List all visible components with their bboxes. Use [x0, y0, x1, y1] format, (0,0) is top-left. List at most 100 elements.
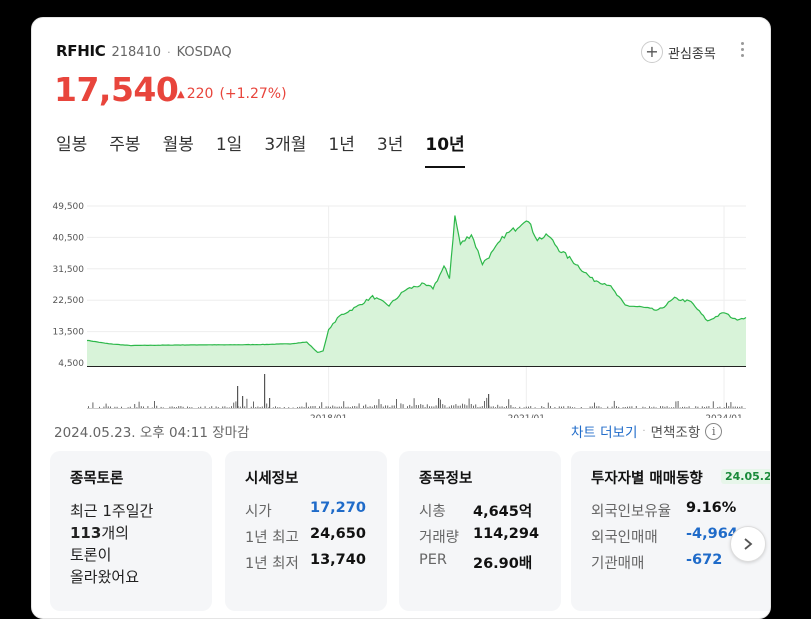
- volume-bar: [730, 402, 732, 408]
- volume-bar: [611, 406, 613, 408]
- row-label: 시가: [245, 504, 272, 520]
- change-amount: 220: [186, 86, 214, 102]
- tab-weekly[interactable]: 주봉: [109, 135, 141, 155]
- volume-bar: [666, 406, 668, 408]
- volume-bar: [136, 407, 138, 408]
- row-label: PER: [419, 552, 447, 568]
- volume-bar: [354, 406, 356, 408]
- info-icon[interactable]: i: [705, 422, 723, 440]
- volume-bars: [88, 374, 743, 408]
- volume-bar: [143, 406, 144, 408]
- volume-bar: [378, 399, 380, 408]
- favorite-button[interactable]: + 관심종목: [641, 41, 716, 63]
- tab-monthly[interactable]: 월봉: [162, 135, 194, 155]
- volume-bar: [268, 406, 270, 408]
- volume-bar: [627, 406, 628, 408]
- stock-card: RFHIC 218410 · KOSDAQ + 관심종목 17,540 ▲ 22…: [31, 17, 771, 619]
- volume-bar: [409, 404, 411, 408]
- volume-bar: [283, 407, 285, 408]
- volume-bar: [506, 406, 507, 408]
- tab-daily[interactable]: 일봉: [56, 135, 88, 155]
- chart-more-link[interactable]: 차트 더보기: [571, 425, 638, 441]
- volume-bar: [231, 406, 232, 408]
- volume-bar: [269, 398, 271, 408]
- volume-bar: [701, 406, 703, 408]
- volume-bar: [688, 406, 690, 408]
- volume-bar: [347, 406, 349, 408]
- volume-bar: [259, 407, 261, 408]
- volume-bar: [484, 401, 485, 408]
- stock-info-panel[interactable]: 종목정보 시총 4,645억 거래량 114,294 PER 26.90배: [399, 451, 561, 611]
- volume-bar: [114, 406, 116, 408]
- volume-bar: [266, 403, 268, 408]
- tab-3year[interactable]: 3년: [376, 135, 404, 155]
- volume-bar: [187, 406, 188, 408]
- volume-bar: [380, 404, 382, 408]
- discussion-panel[interactable]: 종목토론 최근 1주일간 113개의 토론이 올라왔어요: [50, 451, 212, 611]
- volume-bar: [723, 407, 725, 408]
- disclaimer-link[interactable]: 면책조항: [650, 425, 701, 441]
- volume-bar: [594, 402, 595, 408]
- next-panel-button[interactable]: [730, 526, 766, 562]
- volume-bar: [327, 406, 329, 408]
- volume-bar: [596, 406, 598, 408]
- info-row: 1년 최고 24,650: [245, 526, 366, 547]
- y-tick-label: 22,500: [53, 296, 85, 306]
- volume-bar: [250, 406, 252, 408]
- volume-bar: [211, 406, 213, 408]
- volume-bar: [675, 401, 677, 408]
- volume-bar: [246, 398, 248, 408]
- volume-bar: [660, 406, 661, 408]
- volume-bar: [477, 407, 479, 408]
- volume-bar: [308, 406, 309, 408]
- volume-bar: [508, 399, 510, 408]
- volume-bar: [334, 406, 336, 408]
- volume-bar: [488, 394, 490, 408]
- tab-10year[interactable]: 10년: [425, 130, 465, 168]
- price-chart[interactable]: 49,500 40,500 31,500 22,500 13,500 4,500 2018…: [32, 178, 770, 418]
- volume-bar: [671, 407, 672, 408]
- volume-bar: [310, 406, 312, 408]
- volume-bar: [440, 399, 441, 408]
- volume-bar: [343, 401, 345, 408]
- discussion-line: 개의: [101, 524, 129, 542]
- volume-bar: [574, 407, 576, 408]
- volume-bar: [88, 406, 89, 408]
- volume-bar: [481, 406, 483, 408]
- y-axis-ticks: 49,500 40,500 31,500 22,500 13,500 4,500: [53, 202, 85, 369]
- volume-bar: [275, 406, 276, 408]
- info-row: 기관매매 -672: [591, 552, 722, 573]
- volume-bar: [301, 406, 303, 408]
- volume-bar: [523, 407, 525, 408]
- volume-bar: [651, 407, 653, 408]
- volume-bar: [624, 407, 626, 408]
- tab-3month[interactable]: 3개월: [264, 135, 307, 155]
- chevron-right-icon: [744, 538, 753, 550]
- volume-bar: [242, 396, 244, 408]
- volume-bar: [176, 407, 177, 408]
- volume-bar: [217, 407, 219, 408]
- row-label: 시총: [419, 504, 446, 520]
- volume-bar: [365, 404, 367, 408]
- volume-bar: [704, 407, 705, 408]
- volume-bar: [209, 407, 210, 408]
- volume-bar: [160, 406, 162, 408]
- volume-bar: [226, 407, 228, 408]
- market-info-panel[interactable]: 시세정보 시가 17,270 1년 최고 24,650 1년 최저 13,740: [225, 451, 387, 611]
- volume-bar: [345, 406, 347, 408]
- volume-bar: [655, 407, 657, 408]
- volume-bar: [567, 406, 569, 408]
- more-options-icon[interactable]: [741, 42, 747, 57]
- volume-bar: [171, 406, 173, 408]
- volume-bar: [501, 406, 503, 408]
- period-tabs: 일봉 주봉 월봉 1일 3개월 1년 3년 10년: [56, 130, 487, 168]
- tab-1day[interactable]: 1일: [215, 135, 243, 155]
- volume-bar: [644, 407, 646, 408]
- volume-bar: [138, 401, 140, 408]
- volume-bar: [728, 406, 730, 408]
- volume-bar: [297, 407, 298, 408]
- tab-1year[interactable]: 1년: [328, 135, 355, 155]
- row-label: 기관매매: [591, 556, 645, 572]
- stock-name[interactable]: RFHIC: [56, 42, 106, 60]
- volume-bar: [706, 406, 708, 408]
